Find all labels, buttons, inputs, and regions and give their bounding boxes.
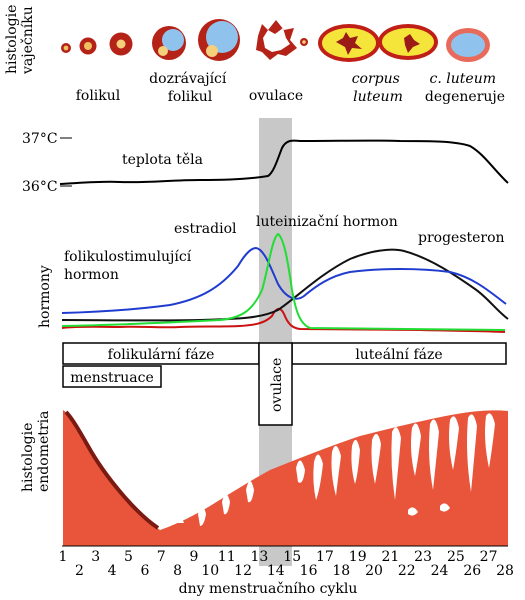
- day-tick-20: 20: [365, 563, 383, 579]
- label-estradiol: estradiol: [174, 221, 237, 237]
- day-tick-10: 10: [201, 563, 219, 579]
- follicle-small-icon: [61, 43, 71, 53]
- temperature-label: teplota těla: [122, 152, 203, 168]
- endometrium-section: histologie endometria: [20, 410, 508, 546]
- progesterone-curve: [61, 248, 509, 322]
- day-tick-7: 7: [157, 549, 166, 565]
- day-tick-8: 8: [173, 563, 182, 579]
- ovary-section-label: histologie vaječníku: [4, 0, 36, 75]
- day-tick-19: 19: [349, 549, 367, 565]
- temperature-curve: [59, 139, 509, 185]
- corpus-luteum-2-icon: [378, 24, 438, 60]
- day-tick-22: 22: [398, 563, 416, 579]
- hormone-axis-label: hormony: [37, 265, 53, 328]
- day-tick-5: 5: [124, 549, 133, 565]
- day-tick-1: 1: [59, 549, 68, 565]
- luteal-phase-label: luteální fáze: [355, 347, 442, 363]
- day-tick-15: 15: [283, 549, 301, 565]
- x-axis-label: dny menstruačního cyklu: [179, 581, 358, 597]
- stage-label-follicle: folikul: [76, 88, 121, 104]
- day-tick-labels: 1234567891011121314151617181920212223242…: [59, 549, 514, 579]
- day-tick-2: 2: [75, 563, 84, 579]
- day-tick-12: 12: [234, 563, 252, 579]
- day-tick-11: 11: [218, 549, 236, 565]
- ovulation-phase-label: ovulace: [269, 358, 285, 412]
- day-tick-28: 28: [496, 563, 514, 579]
- day-tick-27: 27: [480, 549, 498, 565]
- temp-tick-36: 36°C: [22, 179, 58, 195]
- menstruation-label: menstruace: [70, 370, 154, 386]
- day-tick-25: 25: [447, 549, 465, 565]
- ovulation-rupture-icon: [256, 20, 308, 60]
- endometrium-section-label: histologie endometria: [20, 411, 52, 492]
- ovary-section: histologie vaječníku: [4, 0, 505, 105]
- endometrium-dark-edge: [64, 410, 160, 530]
- menstruation-box: [62, 365, 162, 388]
- lh-curve: [61, 232, 506, 331]
- stage-label-corpus-luteum: corpus luteum: [352, 71, 405, 105]
- label-progesterone: progesteron: [418, 230, 505, 246]
- day-tick-23: 23: [414, 549, 432, 565]
- estradiol-curve: [61, 246, 507, 314]
- corpus-luteum-degenerating-icon: [446, 28, 490, 62]
- day-tick-24: 24: [431, 563, 449, 579]
- day-tick-17: 17: [316, 549, 334, 565]
- stage-label-maturing-follicle: dozrávající folikul: [149, 71, 231, 105]
- x-axis: 1234567891011121314151617181920212223242…: [59, 545, 514, 597]
- day-tick-14: 14: [267, 563, 285, 579]
- label-fsh: folikulostimulující hormon: [64, 249, 196, 283]
- follicular-phase-label: folikulární fáze: [108, 347, 215, 363]
- hormone-section: hormony luteinizační hormon estradiol pr…: [37, 214, 509, 333]
- day-tick-18: 18: [332, 563, 350, 579]
- day-tick-6: 6: [140, 563, 149, 579]
- follicle-large-icon: [109, 32, 133, 56]
- follicle-icon: [79, 37, 97, 55]
- temperature-section: 37°C 36°C teplota těla: [22, 131, 509, 195]
- day-tick-16: 16: [300, 563, 318, 579]
- day-tick-13: 13: [250, 549, 268, 565]
- day-tick-9: 9: [190, 549, 199, 565]
- day-tick-4: 4: [108, 563, 117, 579]
- corpus-luteum-icon: [318, 24, 380, 62]
- day-tick-21: 21: [381, 549, 399, 565]
- mature-follicle-icon: [198, 19, 240, 61]
- temp-tick-37: 37°C: [22, 131, 58, 147]
- phase-section: folikulární fáze luteální fáze menstruac…: [62, 342, 507, 426]
- stage-label-degenerating: c. luteum degeneruje: [425, 71, 505, 105]
- ovulation-box: [258, 342, 293, 426]
- endometrium-glands: [176, 413, 495, 526]
- stage-label-ovulation: ovulace: [249, 88, 303, 104]
- day-tick-3: 3: [91, 549, 100, 565]
- label-lh: luteinizační hormon: [256, 214, 398, 230]
- day-tick-26: 26: [463, 563, 481, 579]
- maturing-follicle-icon: [152, 26, 186, 60]
